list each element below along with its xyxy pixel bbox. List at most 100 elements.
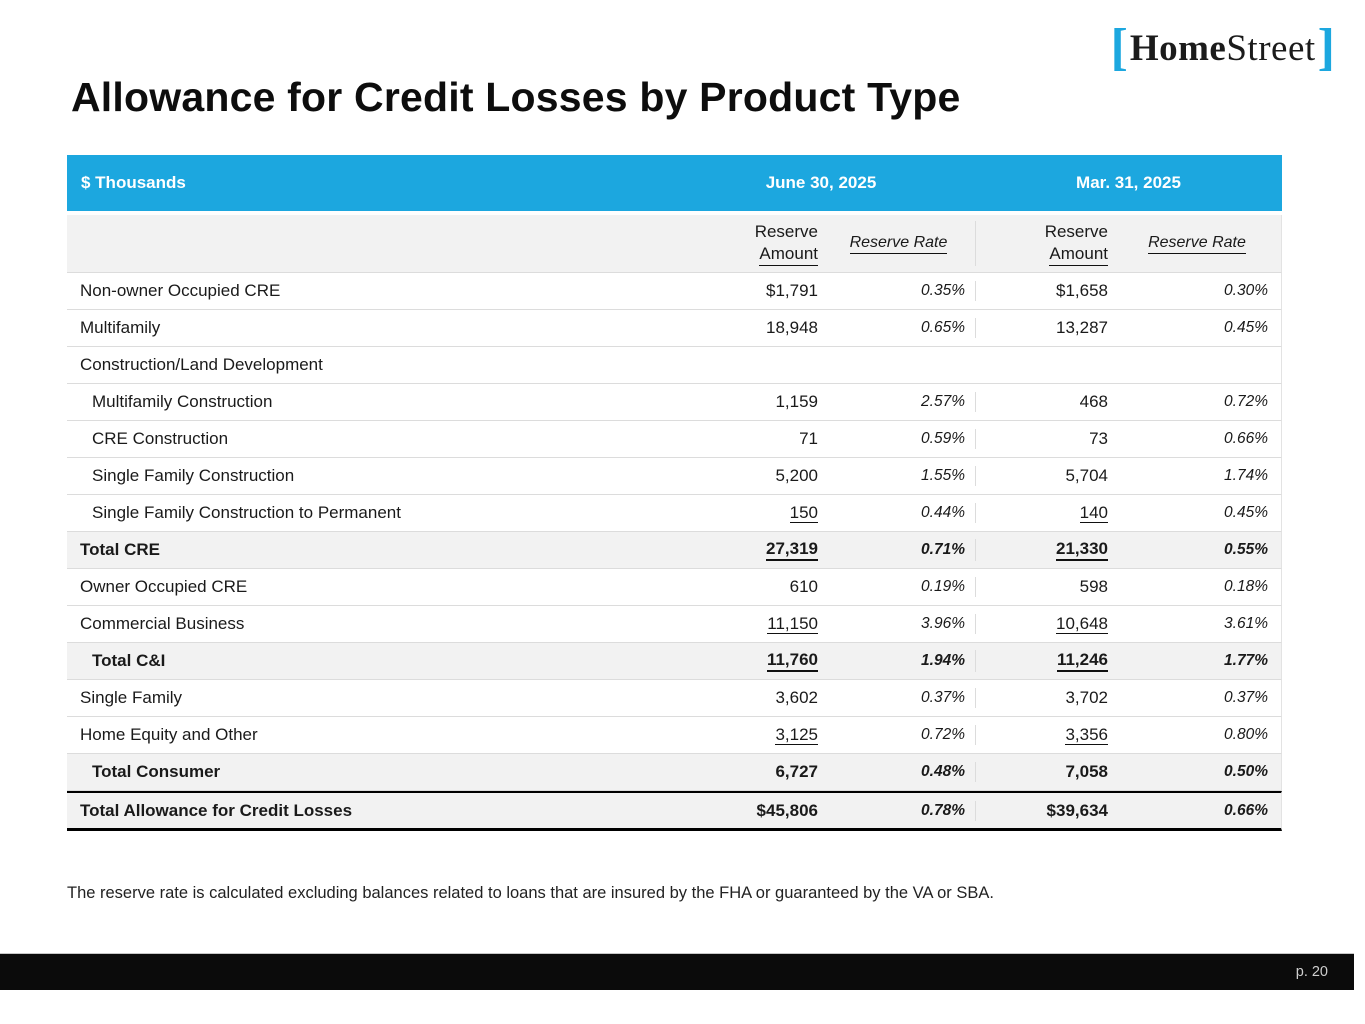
table-row: Non-owner Occupied CRE $1,791 0.35% $1,6… [67,273,1282,310]
march-reserve-amount-header: Reserve Amount [975,221,1112,266]
june-reserve-amount-value: $45,806 [756,800,818,820]
june-reserve-amount-value: 11,760 [627,650,822,672]
page-number: p. 20 [1295,964,1328,980]
june-reserve-amount-value: 3,125 [775,724,818,746]
june-reserve-amount-value: 610 [789,577,818,596]
march-reserve-amount-value: 3,702 [975,688,1112,708]
march-reserve-rate-value: 0.45% [1224,504,1268,521]
march-reserve-rate-value: 0.55% [1224,541,1268,558]
product-type-label: Total C&I [92,651,166,670]
march-reserve-amount-value: 598 [975,577,1112,597]
product-type-label: Owner Occupied CRE [80,577,248,596]
product-type-label: Total Consumer [92,762,221,781]
table-subheader-row: Reserve Amount Reserve Rate Reserve Amou… [67,215,1282,273]
period-june-header: June 30, 2025 [765,173,877,192]
march-reserve-amount-value: 73 [975,429,1112,449]
amount-label: Amount [759,243,818,266]
unit-label: $ Thousands [81,173,186,192]
logo-word-home: Home [1129,27,1227,69]
june-reserve-amount-value: 18,948 [766,318,818,337]
june-reserve-rate-value: 0.72% [921,726,965,743]
june-reserve-rate-value: 1.55% [921,467,965,484]
logo-right-bracket: ] [1317,19,1335,76]
table-row: Construction/Land Development [67,347,1282,384]
product-type-label: Construction/Land Development [80,355,323,374]
page-title: Allowance for Credit Losses by Product T… [71,74,961,120]
march-reserve-rate-value: 0.45% [1224,319,1268,336]
june-reserve-amount-value: 11,150 [767,613,818,635]
march-reserve-rate-value: 0.50% [1224,763,1268,780]
march-reserve-rate-value: 0.72% [1224,393,1268,410]
june-reserve-rate-value: 0.44% [921,504,965,521]
march-reserve-amount-value: 140 [975,502,1112,524]
march-reserve-rate-value: 0.37% [1224,689,1268,706]
june-reserve-rate-value: 0.19% [921,578,965,595]
table-row: Single Family Construction to Permanent … [67,495,1282,532]
table-row: Home Equity and Other 3,125 0.72% 3,356 … [67,717,1282,754]
logo-wordmark: HomeStreet [1128,30,1318,67]
june-reserve-rate-value: 0.35% [921,282,965,299]
march-reserve-amount-value: 13,287 [975,318,1112,338]
march-reserve-rate-header: Reserve Rate [1112,234,1282,254]
june-reserve-amount-header: Reserve Amount [627,221,822,266]
march-reserve-amount-value: $39,634 [975,800,1112,821]
march-reserve-amount-value: 3,356 [975,724,1112,746]
amount-label: Amount [1049,243,1108,266]
table-row: CRE Construction 71 0.59% 73 0.66% [67,421,1282,458]
march-reserve-rate-value: 0.80% [1224,726,1268,743]
june-reserve-rate-value: 0.78% [921,801,965,819]
june-reserve-rate-value: 0.48% [921,763,965,780]
table-row: Single Family 3,602 0.37% 3,702 0.37% [67,680,1282,717]
product-type-label: Multifamily [80,318,161,337]
product-type-label: Home Equity and Other [80,725,258,744]
product-type-label: Single Family Construction to Permanent [92,503,401,522]
june-reserve-amount-value: 71 [799,429,818,448]
product-type-label: Commercial Business [80,614,245,633]
reserve-label: Reserve [754,222,818,242]
credit-losses-table: $ Thousands June 30, 2025 Mar. 31, 2025 … [67,155,1282,831]
march-reserve-rate-value: 0.66% [1224,430,1268,447]
table-body: Non-owner Occupied CRE $1,791 0.35% $1,6… [67,273,1282,831]
march-reserve-amount-value: 21,330 [975,539,1112,561]
reserve-rate-footnote: The reserve rate is calculated excluding… [67,884,994,902]
product-type-label: Single Family Construction [92,466,295,485]
product-type-label: Total Allowance for Credit Losses [80,800,353,820]
june-reserve-rate-value: 0.71% [921,541,965,558]
product-type-label: CRE Construction [92,429,229,448]
table-row: Total Allowance for Credit Losses $45,80… [67,791,1282,831]
table-header-bar: $ Thousands June 30, 2025 Mar. 31, 2025 [67,155,1282,211]
table-row: Total CRE 27,319 0.71% 21,330 0.55% [67,532,1282,569]
march-reserve-amount-value: 10,648 [975,613,1112,635]
table-row: Single Family Construction 5,200 1.55% 5… [67,458,1282,495]
table-row: Total C&I 11,760 1.94% 11,246 1.77% [67,643,1282,680]
march-reserve-amount-value: 11,246 [975,650,1112,672]
reserve-label: Reserve [1044,222,1108,242]
table-row: Owner Occupied CRE 610 0.19% 598 0.18% [67,569,1282,606]
june-reserve-amount-value: 3,602 [775,688,818,707]
logo-word-street: Street [1226,27,1316,69]
june-reserve-amount-value: 5,200 [775,466,818,485]
june-reserve-amount-value: $1,791 [766,281,818,300]
march-reserve-rate-value: 0.30% [1224,282,1268,299]
march-reserve-amount-value: 5,704 [975,466,1112,486]
period-march-header: Mar. 31, 2025 [1076,173,1181,192]
homestreet-logo: [ HomeStreet ] [1110,19,1336,76]
june-reserve-rate-value: 0.65% [921,319,965,336]
table-row: Multifamily Construction 1,159 2.57% 468… [67,384,1282,421]
table-row: Commercial Business 11,150 3.96% 10,648 … [67,606,1282,643]
logo-left-bracket: [ [1110,19,1128,76]
table-row: Total Consumer 6,727 0.48% 7,058 0.50% [67,754,1282,791]
product-type-label: Single Family [80,688,183,707]
june-reserve-amount-value: 1,159 [775,392,818,411]
march-reserve-rate-value: 1.77% [1224,652,1268,669]
june-reserve-rate-value: 2.57% [921,393,965,410]
product-type-label: Total CRE [80,540,160,559]
march-reserve-rate-value: 0.18% [1224,578,1268,595]
march-reserve-rate-value: 1.74% [1224,467,1268,484]
footer-bar: p. 20 [0,953,1354,990]
march-reserve-rate-value: 3.61% [1224,615,1268,632]
june-reserve-amount-value: 150 [789,502,818,524]
june-reserve-rate-value: 1.94% [921,652,965,669]
june-reserve-rate-value: 0.37% [921,689,965,706]
product-type-label: Non-owner Occupied CRE [80,281,281,300]
